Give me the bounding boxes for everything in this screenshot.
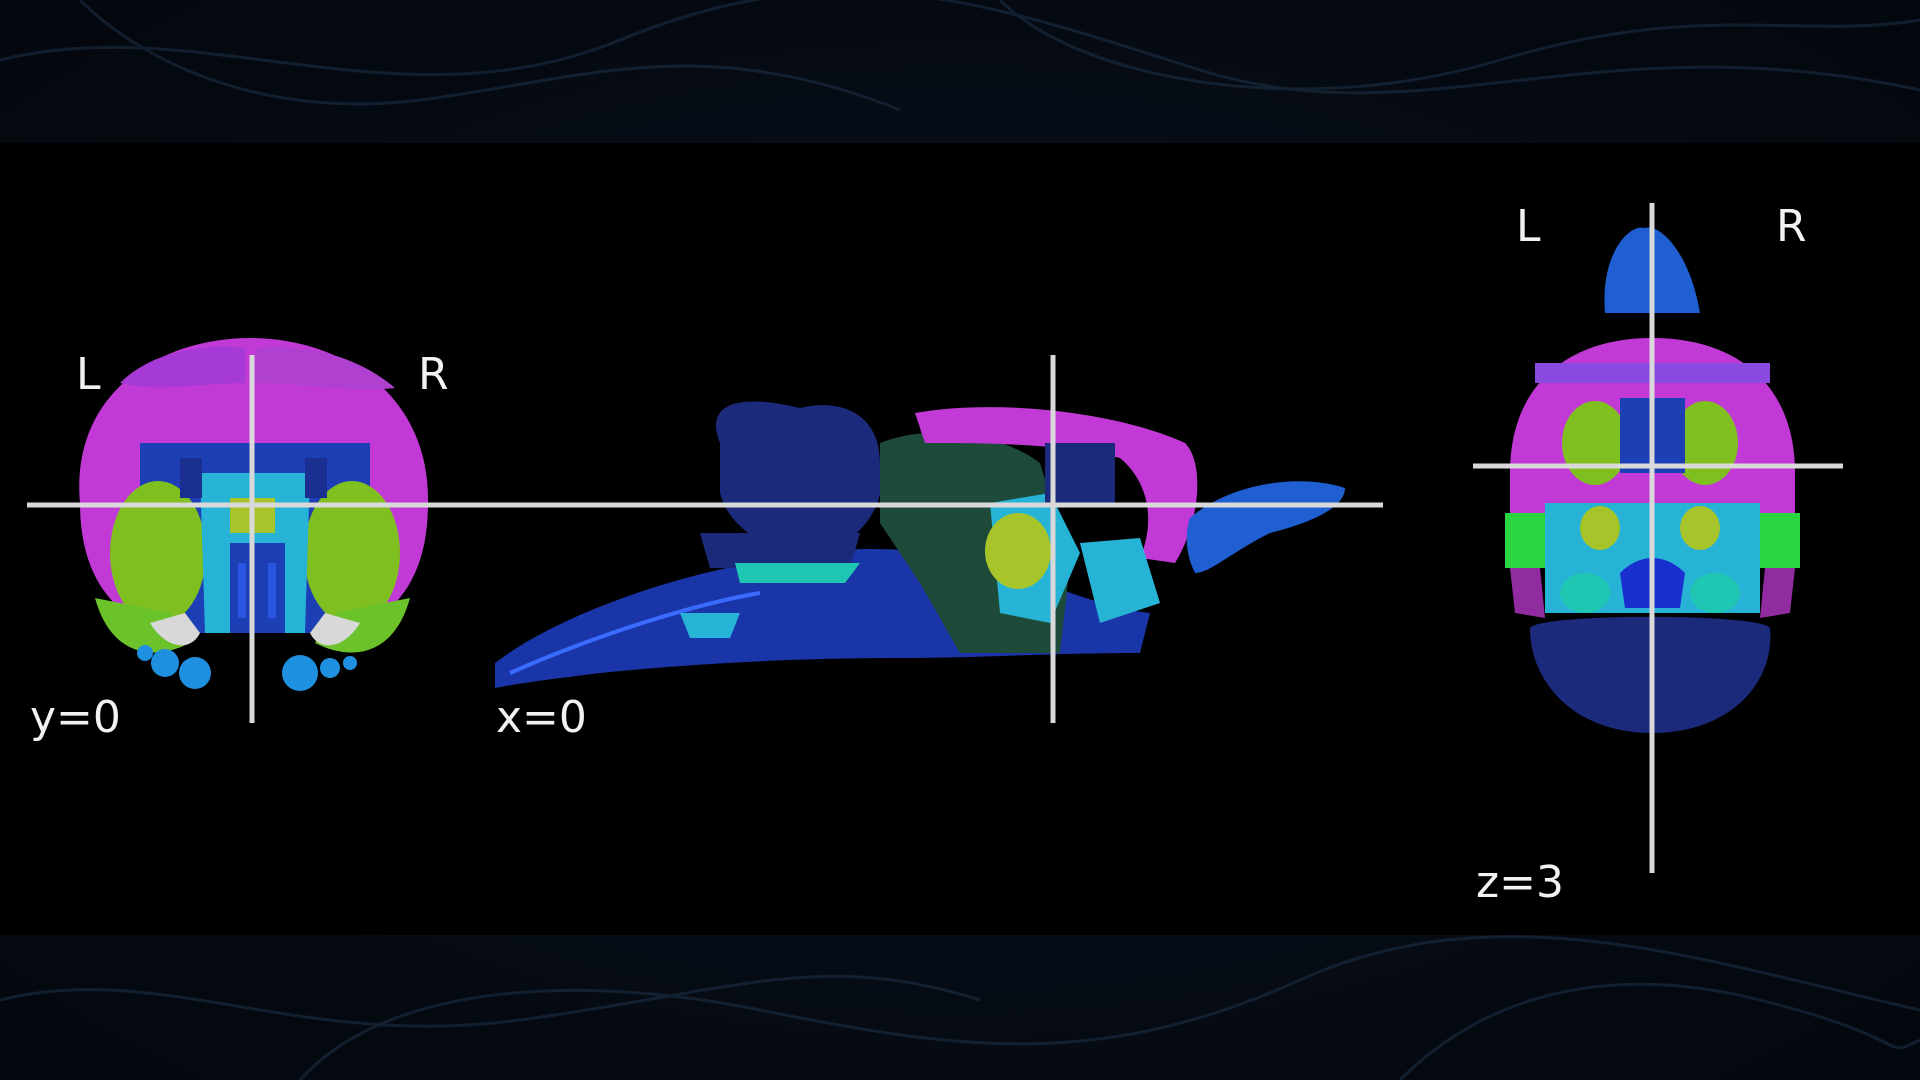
brain-atlas-viewer: L R y=0 x=0 L R z=3 bbox=[0, 143, 1920, 935]
axial-left-label: L bbox=[1516, 201, 1541, 252]
axial-slice bbox=[1473, 203, 1843, 873]
coronal-left-label: L bbox=[76, 349, 101, 400]
axial-right-label: R bbox=[1776, 201, 1807, 252]
coronal-coordinate-label: y=0 bbox=[30, 692, 121, 743]
coronal-slice bbox=[27, 338, 440, 723]
sagittal-coordinate-label: x=0 bbox=[496, 692, 587, 743]
coronal-right-label: R bbox=[418, 349, 449, 400]
sagittal-slice bbox=[440, 355, 1383, 723]
axial-coordinate-label: z=3 bbox=[1476, 857, 1564, 908]
